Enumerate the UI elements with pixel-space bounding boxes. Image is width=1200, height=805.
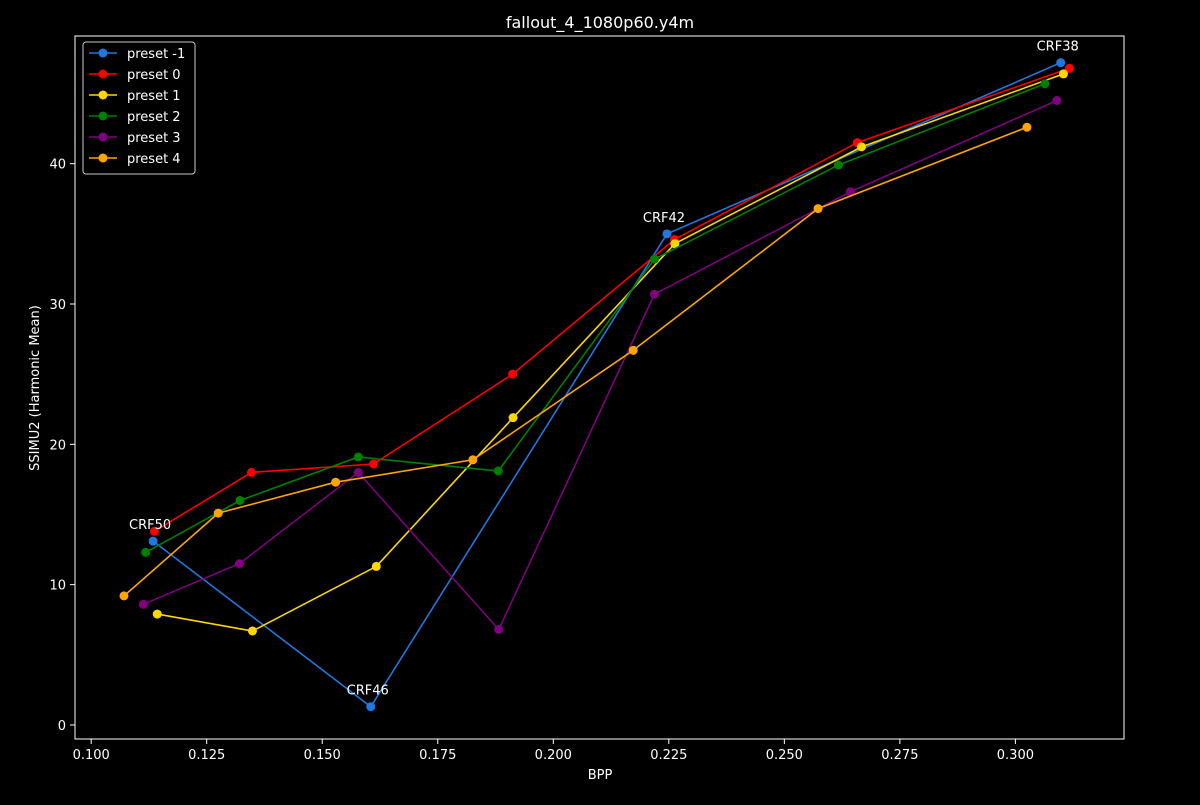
x-tick-label: 0.100	[73, 748, 110, 763]
legend-box	[82, 41, 196, 175]
y-axis-label: SSIMU2 (Harmonic Mean)	[28, 305, 43, 471]
legend-item: preset 2	[89, 110, 181, 125]
y-tick-label: 20	[49, 438, 66, 453]
y-tick-label: 0	[58, 719, 66, 734]
series-layer	[119, 58, 1074, 712]
data-point	[235, 559, 245, 569]
legend: preset -1 preset 0 preset 1 preset 2 preset …	[82, 41, 196, 175]
annotation-label: CRF42	[643, 211, 685, 226]
plot-area	[74, 35, 1125, 740]
data-point	[141, 547, 151, 557]
series-4	[141, 79, 1050, 557]
x-axis-label: BPP	[588, 768, 613, 783]
legend-swatch-marker	[98, 153, 108, 163]
data-point	[1040, 79, 1050, 89]
data-point	[857, 142, 867, 152]
data-point	[493, 466, 503, 476]
annotation-layer: CRF50 CRF46 CRF42 CRF38	[129, 40, 1079, 699]
x-tick-label: 0.275	[881, 748, 918, 763]
data-point	[353, 467, 363, 477]
y-tick-label: 30	[49, 298, 66, 313]
data-point	[1052, 96, 1062, 106]
data-point	[508, 369, 518, 379]
data-point	[371, 561, 381, 571]
y-tick-label: 40	[49, 158, 66, 173]
data-point	[247, 467, 257, 477]
data-point	[331, 477, 341, 487]
x-tick-label: 0.225	[650, 748, 687, 763]
data-point	[138, 599, 148, 609]
data-point	[149, 526, 159, 536]
legend-item: preset 0	[89, 68, 181, 83]
legend-swatch-marker	[98, 132, 108, 142]
data-point	[628, 345, 638, 355]
x-tick-label: 0.250	[766, 748, 803, 763]
data-point	[662, 229, 672, 239]
legend-item: preset -1	[89, 47, 185, 62]
data-point	[369, 459, 379, 469]
data-point	[213, 508, 223, 518]
annotation-label: CRF46	[347, 684, 389, 699]
data-point	[235, 495, 245, 505]
data-point	[813, 204, 823, 214]
series-3	[152, 69, 1068, 636]
data-point	[508, 413, 518, 423]
legend-label: preset -1	[127, 47, 185, 62]
data-point	[833, 160, 843, 170]
data-point	[670, 239, 680, 249]
legend-item: preset 3	[89, 131, 181, 146]
annotation-label: CRF38	[1037, 40, 1079, 55]
x-tick-label: 0.125	[188, 748, 225, 763]
legend-swatch-marker	[98, 111, 108, 121]
y-axis-ticks: 0 10 20 30 40	[49, 158, 75, 734]
data-point	[649, 289, 659, 299]
data-point	[119, 591, 129, 601]
legend-item: preset 4	[89, 152, 181, 167]
data-point	[1064, 63, 1074, 73]
chart-title: fallout_4_1080p60.y4m	[506, 13, 694, 33]
data-point	[468, 455, 478, 465]
legend-swatch-marker	[98, 48, 108, 58]
series-6	[119, 122, 1032, 601]
legend-label: preset 1	[127, 89, 181, 104]
data-point	[649, 254, 659, 264]
annotation-label: CRF50	[129, 518, 171, 533]
legend-swatch-marker	[98, 69, 108, 79]
x-tick-label: 0.300	[997, 748, 1034, 763]
x-axis-ticks: 0.100 0.125 0.150 0.175 0.200 0.225 0.250 0.275…	[73, 739, 1034, 763]
data-point	[152, 609, 162, 619]
x-tick-label: 0.200	[535, 748, 572, 763]
data-point	[247, 626, 257, 636]
x-tick-label: 0.175	[419, 748, 456, 763]
data-point	[353, 452, 363, 462]
data-point	[148, 536, 158, 546]
series-5	[138, 96, 1062, 635]
data-point	[1022, 122, 1032, 132]
data-point	[366, 702, 376, 712]
legend-label: preset 0	[127, 68, 181, 83]
data-point	[1056, 58, 1066, 68]
legend-item: preset 1	[89, 89, 181, 104]
legend-label: preset 3	[127, 131, 181, 146]
data-point	[494, 625, 504, 635]
x-tick-label: 0.150	[304, 748, 341, 763]
legend-label: preset 2	[127, 110, 181, 125]
y-tick-label: 10	[49, 579, 66, 594]
legend-swatch-marker	[98, 90, 108, 100]
data-point	[1058, 69, 1068, 79]
legend-label: preset 4	[127, 152, 181, 167]
data-point	[845, 187, 855, 197]
